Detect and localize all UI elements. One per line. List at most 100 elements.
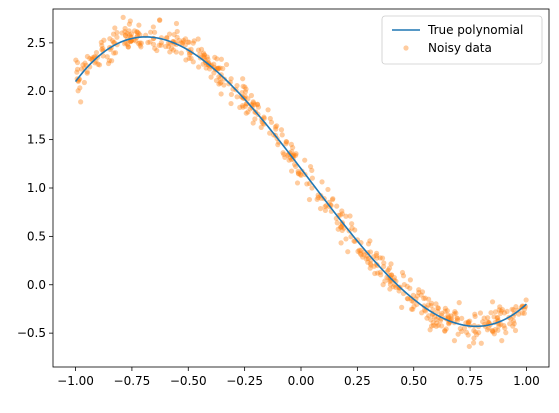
data-point	[461, 325, 467, 331]
data-point	[283, 141, 289, 147]
data-point	[243, 110, 249, 116]
data-point	[122, 33, 129, 39]
data-point	[373, 252, 380, 259]
data-point	[494, 315, 500, 321]
data-point	[240, 83, 246, 89]
data-point	[454, 315, 460, 321]
data-point	[465, 319, 471, 325]
data-point	[173, 20, 180, 27]
data-point	[407, 285, 413, 291]
data-point	[297, 171, 303, 178]
data-point	[513, 304, 519, 310]
data-point	[265, 107, 271, 113]
data-point	[119, 30, 125, 36]
data-point	[168, 45, 175, 51]
data-point	[498, 308, 504, 314]
data-point	[339, 223, 345, 229]
data-point	[145, 39, 151, 46]
data-point	[426, 313, 432, 319]
legend-box	[381, 15, 543, 65]
data-point	[365, 259, 371, 265]
data-point	[467, 318, 473, 324]
data-point	[288, 168, 295, 174]
data-point	[242, 89, 249, 95]
data-point	[314, 196, 320, 202]
data-point	[218, 56, 224, 62]
data-point	[471, 328, 477, 334]
data-point	[200, 54, 206, 60]
data-point	[207, 66, 213, 72]
data-point	[221, 82, 227, 88]
data-point	[128, 31, 135, 37]
data-point	[478, 340, 484, 346]
data-point	[385, 267, 391, 273]
data-point	[433, 316, 439, 322]
data-point	[200, 61, 206, 67]
data-point	[339, 208, 345, 214]
data-point	[421, 295, 427, 301]
y-tick-label: 1.5	[27, 133, 46, 147]
data-point	[356, 247, 362, 253]
data-point	[163, 35, 170, 41]
data-point	[484, 327, 491, 333]
data-point	[430, 319, 436, 326]
data-point	[363, 256, 369, 262]
data-point	[127, 18, 133, 24]
data-point	[486, 319, 492, 326]
data-point	[374, 250, 380, 256]
data-point	[237, 104, 243, 111]
data-point	[471, 335, 477, 341]
data-point	[171, 31, 177, 38]
data-point	[195, 47, 202, 53]
x-tick-label: 0.00	[288, 374, 315, 388]
data-point	[156, 42, 162, 48]
data-point	[446, 321, 452, 327]
data-point	[137, 40, 143, 46]
data-point	[197, 51, 203, 57]
x-tick-label: −0.75	[114, 374, 151, 388]
data-point	[367, 238, 373, 244]
data-point	[442, 328, 448, 334]
data-point	[106, 58, 112, 64]
data-point	[449, 315, 455, 321]
data-point	[472, 329, 478, 335]
data-point	[504, 308, 510, 315]
data-point	[201, 55, 207, 61]
data-point	[137, 32, 143, 38]
data-point	[435, 305, 441, 311]
data-point	[201, 52, 208, 58]
y-tick-label: 0.0	[27, 278, 46, 292]
scatter-series-noisy-data	[73, 14, 529, 350]
data-point	[425, 302, 431, 308]
data-point	[379, 255, 386, 261]
data-point	[345, 249, 351, 255]
data-point	[419, 289, 426, 295]
data-point	[433, 301, 439, 307]
data-point	[126, 21, 133, 27]
data-point	[99, 42, 105, 49]
data-point	[275, 142, 281, 148]
data-point	[156, 17, 163, 23]
data-point	[343, 213, 349, 219]
data-point	[465, 332, 471, 338]
data-point	[135, 30, 142, 36]
data-point	[212, 54, 218, 60]
data-point	[158, 40, 164, 46]
data-point	[352, 227, 358, 233]
data-point	[150, 24, 156, 30]
data-point	[454, 315, 460, 322]
data-point	[338, 224, 344, 230]
data-point	[457, 326, 463, 332]
data-point	[498, 321, 504, 328]
data-point	[428, 303, 434, 309]
data-point	[134, 29, 140, 35]
data-point	[444, 308, 450, 314]
data-point	[492, 326, 498, 333]
data-point	[399, 269, 406, 276]
data-point	[511, 321, 517, 327]
data-point	[123, 32, 129, 38]
data-point	[203, 65, 209, 71]
data-point	[254, 101, 261, 107]
data-point	[430, 322, 437, 329]
data-point	[442, 328, 448, 334]
